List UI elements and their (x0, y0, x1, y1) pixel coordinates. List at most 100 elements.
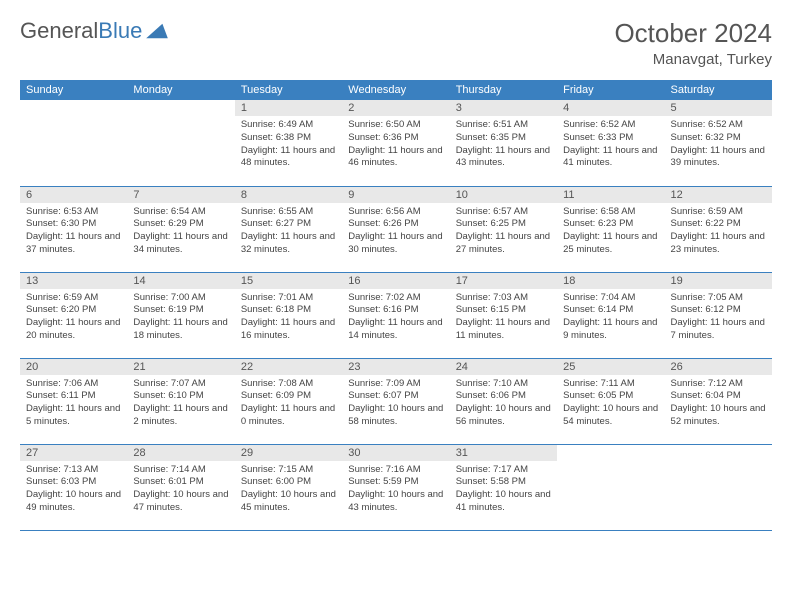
sunrise-text: Sunrise: 6:50 AM (348, 119, 443, 132)
sunrise-text: Sunrise: 7:03 AM (456, 292, 551, 305)
sunrise-text: Sunrise: 7:09 AM (348, 378, 443, 391)
day-details: Sunrise: 6:52 AMSunset: 6:33 PMDaylight:… (557, 116, 664, 173)
day-details: Sunrise: 7:06 AMSunset: 6:11 PMDaylight:… (20, 375, 127, 432)
calendar-day-cell: .. (127, 100, 234, 186)
calendar-day-cell: 28Sunrise: 7:14 AMSunset: 6:01 PMDayligh… (127, 444, 234, 530)
calendar-day-cell: 11Sunrise: 6:58 AMSunset: 6:23 PMDayligh… (557, 186, 664, 272)
daylight-text: Daylight: 11 hours and 2 minutes. (133, 403, 228, 429)
day-number: 7 (127, 187, 234, 203)
daylight-text: Daylight: 11 hours and 48 minutes. (241, 145, 336, 171)
day-details: Sunrise: 6:53 AMSunset: 6:30 PMDaylight:… (20, 203, 127, 260)
calendar-day-cell: 29Sunrise: 7:15 AMSunset: 6:00 PMDayligh… (235, 444, 342, 530)
daylight-text: Daylight: 11 hours and 37 minutes. (26, 231, 121, 257)
logo-word1: General (20, 18, 98, 43)
sunset-text: Sunset: 6:11 PM (26, 390, 121, 403)
calendar-table: Sunday Monday Tuesday Wednesday Thursday… (20, 80, 772, 531)
sunrise-text: Sunrise: 7:07 AM (133, 378, 228, 391)
page-title: October 2024 (614, 18, 772, 49)
calendar-day-cell: 25Sunrise: 7:11 AMSunset: 6:05 PMDayligh… (557, 358, 664, 444)
calendar-day-cell: 9Sunrise: 6:56 AMSunset: 6:26 PMDaylight… (342, 186, 449, 272)
sunset-text: Sunset: 6:36 PM (348, 132, 443, 145)
day-number: 26 (665, 359, 772, 375)
sunrise-text: Sunrise: 7:14 AM (133, 464, 228, 477)
calendar-day-cell: 3Sunrise: 6:51 AMSunset: 6:35 PMDaylight… (450, 100, 557, 186)
weekday-header: Tuesday (235, 80, 342, 100)
calendar-day-cell: 6Sunrise: 6:53 AMSunset: 6:30 PMDaylight… (20, 186, 127, 272)
day-details: Sunrise: 7:12 AMSunset: 6:04 PMDaylight:… (665, 375, 772, 432)
weekday-header: Saturday (665, 80, 772, 100)
sunset-text: Sunset: 6:32 PM (671, 132, 766, 145)
calendar-week-row: 27Sunrise: 7:13 AMSunset: 6:03 PMDayligh… (20, 444, 772, 530)
logo: GeneralBlue (20, 18, 168, 44)
sunset-text: Sunset: 6:03 PM (26, 476, 121, 489)
day-details: Sunrise: 7:15 AMSunset: 6:00 PMDaylight:… (235, 461, 342, 518)
day-details: Sunrise: 6:50 AMSunset: 6:36 PMDaylight:… (342, 116, 449, 173)
calendar-day-cell: 14Sunrise: 7:00 AMSunset: 6:19 PMDayligh… (127, 272, 234, 358)
calendar-day-cell: 31Sunrise: 7:17 AMSunset: 5:58 PMDayligh… (450, 444, 557, 530)
sunset-text: Sunset: 6:33 PM (563, 132, 658, 145)
day-number: 24 (450, 359, 557, 375)
day-details: Sunrise: 7:00 AMSunset: 6:19 PMDaylight:… (127, 289, 234, 346)
day-details: Sunrise: 6:59 AMSunset: 6:22 PMDaylight:… (665, 203, 772, 260)
day-details: Sunrise: 7:03 AMSunset: 6:15 PMDaylight:… (450, 289, 557, 346)
sunset-text: Sunset: 6:10 PM (133, 390, 228, 403)
header: GeneralBlue October 2024 Manavgat, Turke… (20, 18, 772, 68)
sunrise-text: Sunrise: 6:51 AM (456, 119, 551, 132)
day-number: 15 (235, 273, 342, 289)
daylight-text: Daylight: 10 hours and 49 minutes. (26, 489, 121, 515)
daylight-text: Daylight: 11 hours and 27 minutes. (456, 231, 551, 257)
calendar-day-cell: 10Sunrise: 6:57 AMSunset: 6:25 PMDayligh… (450, 186, 557, 272)
sunrise-text: Sunrise: 6:49 AM (241, 119, 336, 132)
day-details: Sunrise: 7:17 AMSunset: 5:58 PMDaylight:… (450, 461, 557, 518)
sunset-text: Sunset: 6:12 PM (671, 304, 766, 317)
sunset-text: Sunset: 6:04 PM (671, 390, 766, 403)
day-number: 21 (127, 359, 234, 375)
day-number: 4 (557, 100, 664, 116)
sunrise-text: Sunrise: 7:16 AM (348, 464, 443, 477)
calendar-day-cell: 20Sunrise: 7:06 AMSunset: 6:11 PMDayligh… (20, 358, 127, 444)
day-details: Sunrise: 7:08 AMSunset: 6:09 PMDaylight:… (235, 375, 342, 432)
day-details: Sunrise: 6:56 AMSunset: 6:26 PMDaylight:… (342, 203, 449, 260)
day-details: Sunrise: 7:16 AMSunset: 5:59 PMDaylight:… (342, 461, 449, 518)
calendar-day-cell: 12Sunrise: 6:59 AMSunset: 6:22 PMDayligh… (665, 186, 772, 272)
calendar-day-cell: 15Sunrise: 7:01 AMSunset: 6:18 PMDayligh… (235, 272, 342, 358)
day-details: Sunrise: 7:07 AMSunset: 6:10 PMDaylight:… (127, 375, 234, 432)
sunset-text: Sunset: 6:14 PM (563, 304, 658, 317)
calendar-day-cell: 24Sunrise: 7:10 AMSunset: 6:06 PMDayligh… (450, 358, 557, 444)
day-number: 5 (665, 100, 772, 116)
weekday-header-row: Sunday Monday Tuesday Wednesday Thursday… (20, 80, 772, 100)
calendar-day-cell: 21Sunrise: 7:07 AMSunset: 6:10 PMDayligh… (127, 358, 234, 444)
daylight-text: Daylight: 10 hours and 45 minutes. (241, 489, 336, 515)
day-details: Sunrise: 6:49 AMSunset: 6:38 PMDaylight:… (235, 116, 342, 173)
daylight-text: Daylight: 11 hours and 16 minutes. (241, 317, 336, 343)
calendar-day-cell: 4Sunrise: 6:52 AMSunset: 6:33 PMDaylight… (557, 100, 664, 186)
daylight-text: Daylight: 11 hours and 14 minutes. (348, 317, 443, 343)
day-number: 29 (235, 445, 342, 461)
daylight-text: Daylight: 11 hours and 32 minutes. (241, 231, 336, 257)
sunrise-text: Sunrise: 6:55 AM (241, 206, 336, 219)
weekday-header: Wednesday (342, 80, 449, 100)
calendar-day-cell: 19Sunrise: 7:05 AMSunset: 6:12 PMDayligh… (665, 272, 772, 358)
day-details: Sunrise: 7:05 AMSunset: 6:12 PMDaylight:… (665, 289, 772, 346)
daylight-text: Daylight: 11 hours and 5 minutes. (26, 403, 121, 429)
daylight-text: Daylight: 11 hours and 23 minutes. (671, 231, 766, 257)
day-number: 18 (557, 273, 664, 289)
sunset-text: Sunset: 6:15 PM (456, 304, 551, 317)
daylight-text: Daylight: 11 hours and 20 minutes. (26, 317, 121, 343)
day-details: Sunrise: 6:54 AMSunset: 6:29 PMDaylight:… (127, 203, 234, 260)
day-number: 20 (20, 359, 127, 375)
day-number: 14 (127, 273, 234, 289)
calendar-week-row: 13Sunrise: 6:59 AMSunset: 6:20 PMDayligh… (20, 272, 772, 358)
day-details: Sunrise: 7:14 AMSunset: 6:01 PMDaylight:… (127, 461, 234, 518)
sunset-text: Sunset: 6:26 PM (348, 218, 443, 231)
day-details: Sunrise: 7:01 AMSunset: 6:18 PMDaylight:… (235, 289, 342, 346)
day-number: 11 (557, 187, 664, 203)
daylight-text: Daylight: 11 hours and 18 minutes. (133, 317, 228, 343)
day-number: 31 (450, 445, 557, 461)
daylight-text: Daylight: 10 hours and 58 minutes. (348, 403, 443, 429)
day-number: 28 (127, 445, 234, 461)
calendar-day-cell: 23Sunrise: 7:09 AMSunset: 6:07 PMDayligh… (342, 358, 449, 444)
calendar-day-cell: 30Sunrise: 7:16 AMSunset: 5:59 PMDayligh… (342, 444, 449, 530)
day-number: 8 (235, 187, 342, 203)
daylight-text: Daylight: 11 hours and 46 minutes. (348, 145, 443, 171)
